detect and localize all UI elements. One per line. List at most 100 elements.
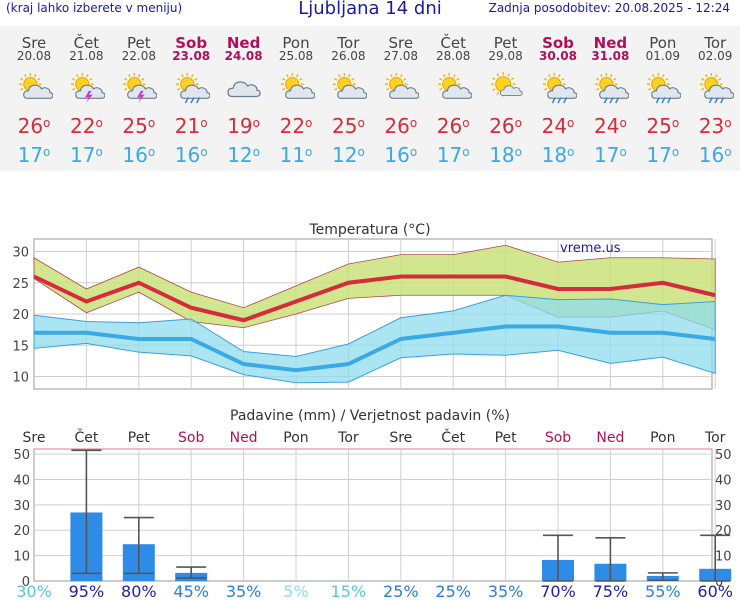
degree-mark: o <box>619 116 627 130</box>
sun-ray <box>700 77 705 81</box>
partly-cloudy-sun-icon <box>332 72 367 99</box>
cloud-shape <box>703 84 734 99</box>
cloud-shape <box>500 85 523 96</box>
max-temperature: 24o <box>584 114 637 138</box>
rain-drop <box>719 97 724 104</box>
degree-mark: o <box>724 116 732 130</box>
sun-ray <box>492 77 496 81</box>
cloud <box>337 84 367 99</box>
sun-ray <box>23 74 27 78</box>
max-temperature-value: 21 <box>174 114 201 138</box>
sun-ray <box>496 73 500 77</box>
sun-ray <box>452 74 456 78</box>
sun-ray <box>281 77 285 81</box>
min-temperature-value: 12 <box>227 143 253 167</box>
sun-cloud-rain-icon <box>594 72 629 104</box>
day-column: Pon 25.08 22o 11o <box>270 26 323 171</box>
degree-mark: o <box>514 145 522 159</box>
temperature-y-tick: 10 <box>12 371 29 386</box>
day-date: 24.08 <box>224 49 263 63</box>
max-temperature-value: 19 <box>227 114 253 138</box>
sun-ray <box>596 77 600 81</box>
precipitation-probability: 30% <box>16 582 52 600</box>
day-column: Pon 01.09 25o 17o <box>636 26 689 171</box>
day-name: Sre <box>388 34 414 52</box>
min-temperature: 17o <box>8 143 61 167</box>
degree-mark: o <box>200 145 208 159</box>
partly-cloudy-sun-icon <box>18 72 53 99</box>
precipitation-day-label: Pon <box>283 430 308 446</box>
sun-ray <box>390 74 394 78</box>
precipitation-probability: 60% <box>697 582 733 600</box>
location-menu-hint[interactable]: (kraj lahko izberete v meniju) <box>6 1 183 15</box>
partly-cloudy-sun-icon <box>280 72 315 99</box>
sun-ray <box>560 77 564 81</box>
sun-ray <box>507 73 511 77</box>
precipitation-day-label: Čet <box>74 428 98 446</box>
sun-ray <box>128 74 132 78</box>
sun-ray <box>386 87 390 91</box>
sun-ray <box>438 87 443 91</box>
rain-drop <box>614 97 620 104</box>
cloud-shape <box>179 84 210 99</box>
max-temperature: 25o <box>322 114 375 138</box>
day-column: Sre 27.08 26o 16o <box>374 26 427 171</box>
sun-ray <box>334 87 338 91</box>
header-bar: (kraj lahko izberete v meniju) Ljubljana… <box>0 0 740 20</box>
rain-drop <box>562 97 567 104</box>
day-column: Sob 30.08 24o 18o <box>532 26 585 171</box>
max-temperature-value: 22 <box>69 114 96 138</box>
sun-ray <box>72 77 76 81</box>
temperature-y-tick: 20 <box>12 308 29 323</box>
degree-mark: o <box>357 145 365 159</box>
rain-drop <box>551 97 556 104</box>
sun-ray <box>665 77 669 81</box>
rain-drop <box>195 97 200 104</box>
rain-drop <box>190 97 195 104</box>
precipitation-day-label: Pet <box>495 430 518 446</box>
rain-drop <box>656 97 661 104</box>
min-temperature-range-band <box>33 294 716 384</box>
degree-mark: o <box>305 116 313 130</box>
degree-mark: o <box>200 116 208 130</box>
max-temperature-value: 25 <box>331 114 358 138</box>
precipitation-day-label: Sob <box>178 430 204 446</box>
min-temperature-value: 17 <box>69 143 96 167</box>
precipitation-y-tick-right: 30 <box>715 499 732 514</box>
sun-ray <box>386 77 390 81</box>
temperature-y-tick: 25 <box>12 277 29 292</box>
min-temperature-value: 16 <box>384 143 410 167</box>
max-temperature: 22o <box>270 114 323 138</box>
day-name: Čet <box>440 34 466 52</box>
day-name: Čet <box>73 34 100 52</box>
sun-ray <box>334 77 338 81</box>
day-name: Tor <box>337 34 360 52</box>
max-temperature-value: 26 <box>384 114 410 138</box>
min-temperature: 16o <box>165 143 218 167</box>
temperature-y-tick: 15 <box>12 339 29 354</box>
partly-cloudy-sun-icon <box>437 72 472 99</box>
day-name: Ned <box>226 34 261 52</box>
min-temperature-value: 16 <box>174 143 201 167</box>
day-column: Sre 20.08 26o 17o <box>8 26 61 171</box>
degree-mark: o <box>305 145 313 159</box>
precipitation-probability: 15% <box>331 582 367 600</box>
degree-mark: o <box>567 145 575 159</box>
min-temperature: 16o <box>112 143 165 167</box>
sun-ray <box>599 74 603 78</box>
cloud-shape <box>284 84 315 99</box>
max-temperature: 24o <box>532 114 585 138</box>
rain-drop <box>661 97 666 104</box>
cloud-shape <box>22 84 53 99</box>
sun-ray <box>613 77 617 81</box>
sun-ray <box>442 74 446 78</box>
max-temperature-value: 23 <box>698 114 725 138</box>
sun-ray <box>337 74 341 78</box>
precipitation-chart-title: Padavine (mm) / Verjetnost padavin (%) <box>230 408 510 424</box>
lightning-bolt <box>137 90 145 104</box>
sun-ray <box>33 74 37 78</box>
degree-mark: o <box>462 116 470 130</box>
precipitation-y-tick-right: 0 <box>715 575 723 590</box>
day-date: 30.08 <box>539 49 577 63</box>
degree-mark: o <box>724 145 732 159</box>
